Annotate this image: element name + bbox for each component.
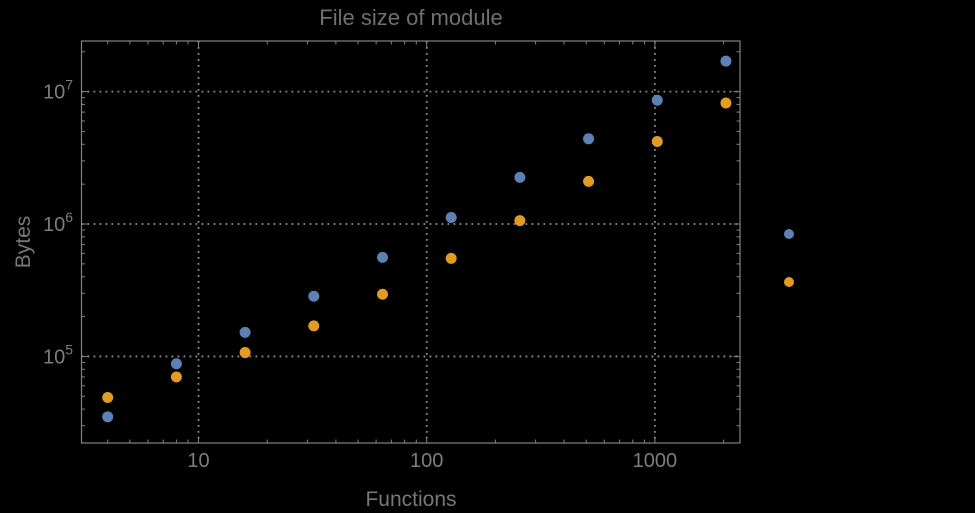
data-point bbox=[583, 133, 595, 145]
axis-ticks bbox=[81, 41, 740, 443]
data-point bbox=[583, 175, 595, 187]
chart-title: File size of module bbox=[319, 5, 502, 30]
data-point bbox=[445, 252, 457, 264]
series-1-blue-points bbox=[102, 55, 732, 423]
data-point bbox=[170, 358, 182, 370]
y-tick-label: 107 bbox=[43, 77, 73, 104]
x-tick-label: 100 bbox=[410, 450, 443, 472]
y-tick-labels: 105 106 107 bbox=[43, 77, 73, 369]
y-tick-label: 105 bbox=[43, 341, 73, 368]
legend-markers bbox=[784, 229, 794, 287]
data-point bbox=[445, 211, 457, 223]
data-point bbox=[170, 371, 182, 383]
x-tick-label: 10 bbox=[187, 450, 209, 472]
data-point bbox=[376, 251, 388, 263]
legend-marker-series-2-orange bbox=[784, 277, 794, 287]
x-axis-label: Functions bbox=[365, 488, 456, 511]
data-point bbox=[720, 97, 732, 109]
data-point bbox=[308, 320, 320, 332]
x-tick-labels: 10 100 1000 bbox=[187, 450, 677, 472]
data-point bbox=[239, 326, 251, 338]
data-point bbox=[102, 391, 114, 403]
y-tick-label: 106 bbox=[43, 209, 73, 236]
data-point bbox=[651, 135, 663, 147]
data-point bbox=[376, 288, 388, 300]
data-points bbox=[102, 55, 732, 423]
gridlines bbox=[81, 41, 740, 443]
data-point bbox=[308, 290, 320, 302]
data-point bbox=[514, 171, 526, 183]
data-point bbox=[239, 347, 251, 359]
plot-frame bbox=[80, 40, 741, 444]
y-axis-label: Bytes bbox=[12, 216, 35, 269]
data-point bbox=[102, 411, 114, 423]
data-point bbox=[720, 55, 732, 67]
legend-marker-series-1-blue bbox=[784, 229, 794, 239]
data-point bbox=[651, 94, 663, 106]
series-2-orange-points bbox=[102, 97, 732, 403]
data-point bbox=[514, 215, 526, 227]
x-tick-label: 1000 bbox=[633, 450, 678, 472]
